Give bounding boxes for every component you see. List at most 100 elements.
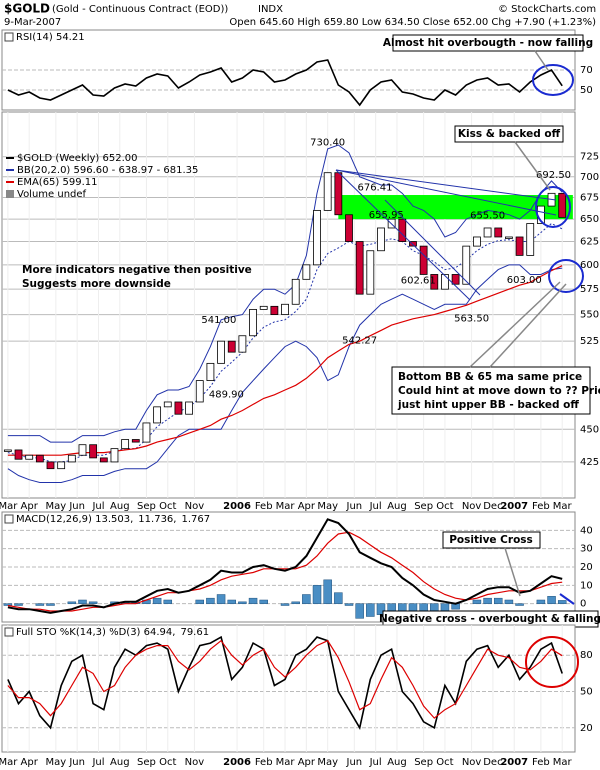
- candle: [35, 454, 44, 463]
- price-label: 655.50: [470, 210, 505, 221]
- histogram-bar: [46, 603, 55, 606]
- candle: [473, 236, 481, 247]
- candle: [302, 264, 311, 280]
- candle: [494, 227, 503, 238]
- x-tick-label: Dec: [483, 757, 502, 768]
- y-tick-label: 550: [580, 310, 599, 321]
- x-tick-label: Jul: [91, 501, 104, 512]
- price-label: 603.00: [507, 275, 542, 286]
- candle: [515, 236, 524, 256]
- trend-line: [335, 169, 557, 216]
- histogram-bar: [259, 599, 268, 604]
- legend-label: Full STO %K(14,3) %D(3) 64.94,: [16, 627, 175, 638]
- candle: [185, 401, 193, 415]
- y-tick-label: 0: [580, 599, 586, 610]
- candle: [462, 245, 471, 285]
- histogram-bar: [334, 592, 343, 604]
- candle: [67, 454, 76, 463]
- histogram-bar: [67, 601, 77, 604]
- x-tick-label: Aug: [387, 757, 407, 768]
- x-tick-label: 2006: [223, 757, 251, 768]
- x-tick-label: Mar: [0, 757, 18, 768]
- candle: [259, 305, 268, 310]
- histogram-bar: [238, 601, 247, 604]
- y-tick-label: 675: [580, 193, 599, 204]
- annotation: Could hint at move down to ?? Price: [398, 385, 600, 397]
- candle: [227, 340, 236, 353]
- histogram-bar: [547, 596, 556, 604]
- annotation-box: [442, 531, 541, 549]
- annotation: Almost hit overbougth - now falling: [383, 37, 593, 49]
- histogram-bar: [344, 603, 354, 606]
- y-tick-label: 40: [580, 525, 593, 536]
- x-tick-label: Feb: [532, 757, 550, 768]
- annotation-box: [454, 125, 564, 143]
- x-tick-label: Nov: [185, 757, 205, 768]
- x-tick-label: Sep: [414, 757, 433, 768]
- x-tick-label: 2006: [223, 501, 251, 512]
- ema-line: [7, 265, 563, 456]
- x-tick-label: Mar: [553, 501, 573, 512]
- x-tick-label: Nov: [462, 757, 482, 768]
- price-label: 563.50: [454, 314, 489, 325]
- histogram-bar: [248, 597, 258, 604]
- x-tick-label: Sep: [137, 757, 156, 768]
- price-label: 489.90: [209, 390, 244, 401]
- x-tick-label: May: [317, 757, 338, 768]
- x-tick-label: Apr: [21, 757, 39, 768]
- candle: [409, 241, 417, 247]
- x-tick-label: May: [317, 501, 338, 512]
- legend-swatch: [4, 627, 14, 637]
- legend-swatch: [4, 514, 14, 524]
- x-tick-label: Jun: [346, 501, 363, 512]
- legend-label: 11.736,: [138, 514, 176, 525]
- candle: [398, 218, 407, 242]
- y-tick-label: 30: [580, 544, 593, 555]
- candle: [505, 236, 513, 239]
- histogram-bar: [78, 599, 87, 604]
- price-label: 692.50: [536, 170, 571, 181]
- histogram-bar: [440, 603, 450, 612]
- histogram-bar: [163, 599, 173, 604]
- candle: [14, 449, 23, 460]
- histogram-bar: [14, 603, 23, 606]
- candle: [217, 340, 225, 364]
- x-tick-label: Feb: [255, 757, 273, 768]
- y-tick-label: 10: [580, 580, 593, 591]
- price-label: 655.95: [369, 210, 404, 221]
- y-tick-label: 450: [580, 424, 599, 435]
- candle: [526, 223, 535, 256]
- annotation: Kiss & backed off: [458, 128, 561, 140]
- histogram-bar: [35, 603, 45, 606]
- legend-label: BB(20,2.0) 596.60 - 638.97 - 681.35: [17, 165, 198, 176]
- x-tick-label: Oct: [436, 501, 453, 512]
- legend-label: RSI(14) 54.21: [16, 32, 85, 43]
- legend-label: Volume undef: [17, 189, 87, 200]
- x-tick-label: Jul: [369, 501, 382, 512]
- pointer: [559, 593, 575, 605]
- legend-label: MACD(12,26,9) 13.503,: [16, 514, 133, 525]
- y-tick-label: 600: [580, 260, 599, 271]
- candle: [99, 457, 108, 463]
- legend-swatch: [6, 190, 14, 198]
- histogram-bar: [206, 597, 215, 604]
- candle: [174, 401, 183, 415]
- candle: [131, 439, 140, 443]
- symbol: $GOLD: [4, 2, 50, 16]
- candle: [57, 461, 66, 470]
- y-tick-label: 50: [580, 85, 593, 96]
- candle: [46, 461, 55, 470]
- histogram-bar: [504, 599, 514, 604]
- pointer: [469, 281, 561, 368]
- highlight-circle: [525, 636, 579, 688]
- histogram-bar: [483, 597, 492, 604]
- pointer: [504, 547, 521, 597]
- histogram-bar: [366, 603, 375, 617]
- candle: [153, 406, 162, 424]
- x-tick-label: Jun: [346, 757, 363, 768]
- x-tick-label: Oct: [436, 757, 453, 768]
- panel-frame: [1, 624, 576, 753]
- histogram-bar: [472, 599, 482, 604]
- x-tick-label: Aug: [110, 757, 130, 768]
- highlight-zone: [338, 195, 573, 220]
